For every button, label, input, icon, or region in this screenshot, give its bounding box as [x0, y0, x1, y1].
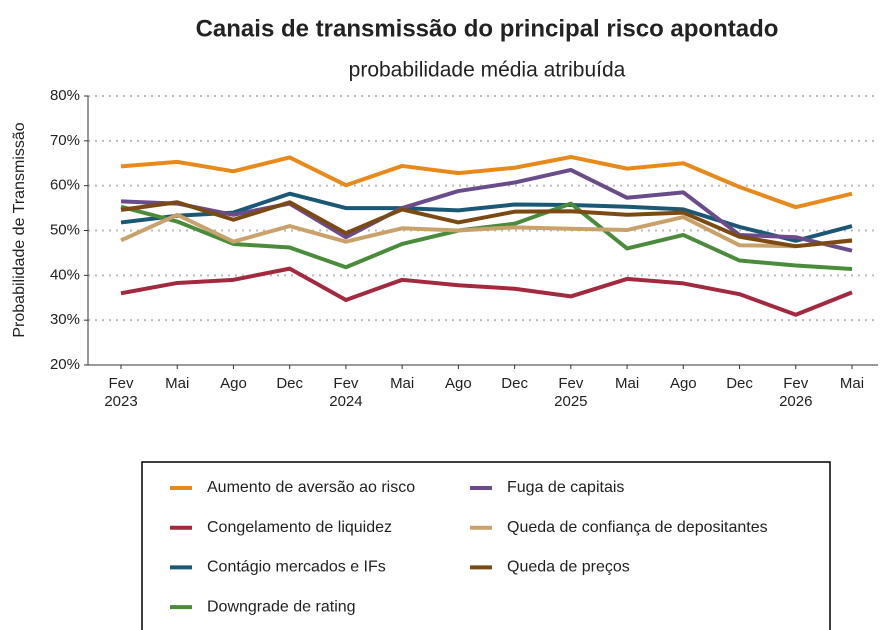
x-tick-label: Fev [558, 375, 584, 392]
legend-label: Downgrade de rating [207, 598, 356, 615]
legend-label: Queda de preços [507, 559, 630, 576]
legend-label: Aumento de aversão ao risco [207, 479, 415, 496]
x-tick-label: Dec [726, 375, 753, 392]
chart-title: Canais de transmissão do principal risco… [196, 15, 779, 42]
series-line [120, 167, 853, 253]
x-tick-label: Dec [276, 375, 303, 392]
legend-box [141, 461, 831, 630]
legend-label: Contágio mercados e IFs [207, 559, 386, 576]
x-tick-year: 2023 [104, 393, 137, 410]
x-tick-label: Fev [783, 375, 809, 392]
x-tick-label: Mai [165, 375, 189, 392]
y-tick-label: 60% [50, 177, 80, 194]
y-tick-label: 40% [50, 266, 80, 283]
x-tick-year: 2025 [554, 393, 587, 410]
x-tick-label: Dec [501, 375, 528, 392]
series-line [120, 191, 853, 243]
series-line [120, 212, 853, 249]
x-tick-label: Mai [615, 375, 639, 392]
y-tick-label: 30% [50, 311, 80, 328]
x-tick-label: Ago [220, 375, 247, 392]
x-tick-label: Fev [108, 375, 134, 392]
chart-subtitle: probabilidade média atribuída [349, 59, 626, 82]
x-tick-label: Mai [840, 375, 864, 392]
legend-label: Queda de confiança de depositantes [507, 519, 768, 536]
series-line [120, 266, 853, 317]
y-axis-label: Probabilidade de Transmissão [11, 122, 28, 337]
x-tick-label: Fev [333, 375, 359, 392]
x-tick-label: Mai [390, 375, 414, 392]
series-line [120, 154, 853, 210]
legend-label: Congelamento de liquidez [207, 519, 392, 536]
series-line [120, 200, 853, 249]
x-tick-label: Ago [670, 375, 697, 392]
y-tick-label: 80% [50, 87, 80, 104]
x-tick-label: Ago [445, 375, 472, 392]
y-tick-label: 70% [50, 132, 80, 149]
x-tick-year: 2024 [329, 393, 362, 410]
y-tick-label: 20% [50, 356, 80, 373]
x-tick-year: 2026 [779, 393, 812, 410]
legend-label: Fuga de capitais [507, 479, 624, 496]
y-tick-label: 50% [50, 221, 80, 238]
